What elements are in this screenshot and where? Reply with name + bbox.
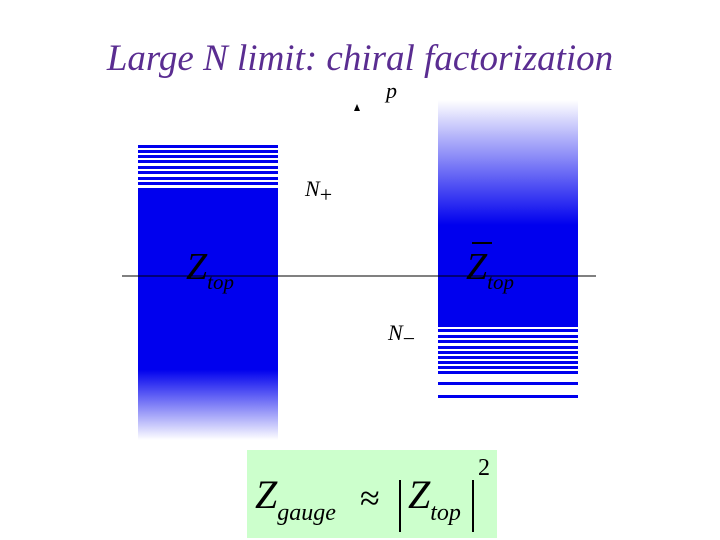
- z-base: Z: [186, 246, 208, 288]
- formula-rhs: Ztop: [408, 472, 461, 526]
- right-fill: [438, 100, 578, 327]
- right-block: [438, 100, 578, 398]
- label-n-minus: N−: [387, 320, 415, 351]
- title: Large N limit: chiral factorization: [106, 38, 613, 79]
- z-top-left: Ztop: [186, 246, 234, 294]
- lhs-sub: gauge: [277, 500, 336, 526]
- formula-box: [247, 450, 497, 538]
- z-sub: top: [487, 270, 514, 294]
- right-stripes: [438, 329, 578, 398]
- label-n-plus: N+: [304, 176, 332, 207]
- left-block: [138, 145, 278, 440]
- lhs-base: Z: [255, 472, 278, 517]
- n-base: N: [387, 320, 404, 345]
- label-p: p: [384, 78, 397, 103]
- formula-lhs: Zgauge: [255, 472, 336, 526]
- left-fill: [138, 188, 278, 440]
- z-base: Z: [466, 246, 488, 288]
- n-sub: −: [403, 326, 415, 351]
- left-stripes: [138, 145, 278, 185]
- arrow-head: [354, 104, 360, 111]
- rhs-base: Z: [408, 472, 431, 517]
- formula-relation: ≈: [360, 478, 380, 518]
- z-sub: top: [207, 270, 234, 294]
- n-sub: +: [320, 182, 332, 207]
- z-top-right: Ztop: [466, 246, 514, 294]
- n-base: N: [304, 176, 321, 201]
- rhs-sub: top: [430, 500, 461, 526]
- formula-power: 2: [478, 455, 490, 481]
